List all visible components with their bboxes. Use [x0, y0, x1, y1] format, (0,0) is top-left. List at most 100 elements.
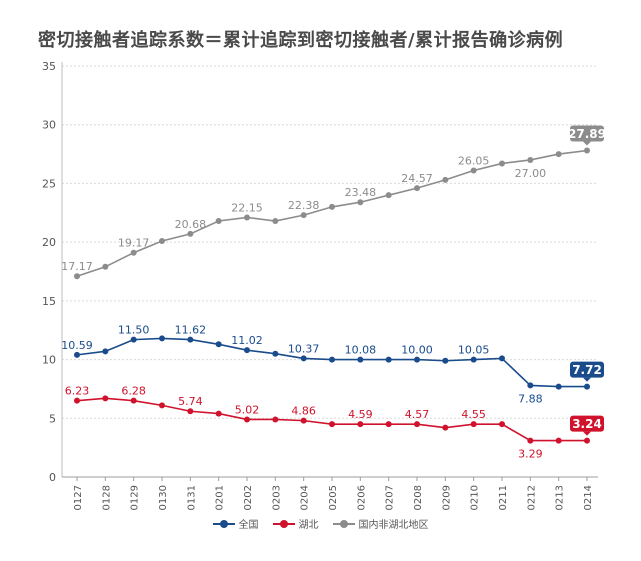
data-point-national	[300, 355, 307, 362]
data-point-national	[215, 341, 222, 348]
x-tick-label: 0203	[271, 485, 282, 510]
x-tick-label: 0128	[101, 485, 112, 510]
data-point-hubei	[130, 397, 137, 404]
data-point-hubei	[414, 421, 420, 428]
data-point-hubei	[272, 416, 279, 423]
data-point-national	[442, 357, 449, 364]
data-label-non-hubei: 26.05	[458, 155, 490, 168]
data-label-non-hubei: 20.68	[175, 218, 207, 231]
data-point-non-hubei	[187, 230, 194, 237]
end-badge-hubei	[570, 415, 604, 432]
x-tick-label: 0207	[385, 485, 396, 510]
data-point-hubei	[527, 437, 534, 444]
legend-item-non-hubei[interactable]: 国内非湖北地区	[332, 516, 429, 531]
data-label-non-hubei: 22.38	[288, 199, 320, 212]
x-tick-label: 0204	[300, 485, 311, 510]
data-point-hubei	[74, 397, 80, 404]
data-label-hubei: 6.23	[65, 385, 90, 398]
data-point-non-hubei	[130, 249, 137, 256]
data-point-hubei	[102, 395, 109, 402]
data-point-hubei	[159, 402, 165, 409]
y-tick-label: 10	[42, 354, 56, 367]
data-point-non-hubei	[215, 218, 222, 225]
data-point-national	[130, 336, 137, 343]
data-label-non-hubei: 17.17	[61, 260, 93, 273]
end-badge-label-hubei: 3.24	[572, 417, 602, 431]
x-tick-label: 0206	[356, 485, 367, 510]
legend: 全国 湖北 国内非湖北地区	[0, 516, 641, 531]
legend-item-national[interactable]: 全国	[212, 516, 259, 531]
x-tick-label: 0214	[583, 485, 594, 510]
data-label-hubei: 4.57	[405, 408, 430, 421]
data-label-non-hubei: 22.15	[231, 201, 263, 214]
data-label-national: 7.88	[518, 392, 543, 405]
end-badge-label-non-hubei: 27.89	[568, 127, 606, 141]
series-line-non-hubei	[76, 149, 588, 277]
data-point-national	[470, 356, 477, 363]
data-point-national	[357, 356, 364, 363]
data-point-non-hubei	[555, 151, 562, 158]
data-point-non-hubei	[300, 212, 307, 219]
x-tick-label: 0202	[243, 485, 254, 510]
data-label-hubei: 6.28	[121, 385, 146, 398]
data-point-national	[527, 382, 534, 389]
x-tick-label: 0131	[186, 485, 197, 510]
data-label-non-hubei: 19.17	[118, 237, 150, 250]
x-tick-label: 0130	[158, 485, 169, 510]
x-tick-label: 0209	[441, 485, 452, 510]
data-label-hubei: 5.74	[178, 395, 203, 408]
data-label-national: 11.50	[118, 324, 150, 337]
data-point-non-hubei	[584, 147, 590, 154]
legend-item-hubei[interactable]: 湖北	[272, 516, 319, 531]
data-point-national	[159, 335, 165, 342]
data-point-national	[244, 347, 250, 354]
data-label-non-hubei: 24.57	[401, 172, 433, 185]
data-label-hubei: 4.55	[461, 408, 486, 421]
legend-label-hubei: 湖北	[298, 520, 319, 531]
data-label-national: 10.59	[61, 339, 93, 352]
x-tick-label: 0127	[73, 485, 84, 510]
data-point-non-hubei	[74, 273, 80, 280]
data-point-hubei	[215, 410, 222, 417]
y-tick-label: 5	[49, 412, 56, 425]
x-tick-label: 0213	[555, 485, 566, 510]
data-point-non-hubei	[527, 156, 534, 163]
y-tick-label: 35	[42, 60, 56, 73]
data-point-hubei	[187, 408, 194, 415]
data-point-national	[74, 351, 80, 358]
end-badge-pointer-non-hubei	[583, 141, 591, 146]
data-label-national: 11.02	[231, 334, 263, 347]
legend-swatch-non-hubei	[332, 519, 355, 529]
data-point-hubei	[329, 421, 335, 428]
data-label-hubei: 4.86	[291, 405, 316, 418]
data-point-hubei	[555, 437, 562, 444]
data-point-hubei	[357, 421, 364, 428]
data-point-non-hubei	[385, 192, 392, 199]
y-tick-label: 0	[49, 471, 56, 484]
end-badge-label-national: 7.72	[572, 363, 602, 377]
end-badge-pointer-hubei	[583, 431, 591, 436]
data-label-hubei: 4.59	[348, 408, 373, 421]
y-tick-label: 25	[42, 177, 56, 190]
data-label-national: 10.37	[288, 342, 320, 355]
end-badge-national	[570, 361, 604, 378]
legend-swatch-national	[212, 519, 235, 529]
data-point-hubei	[244, 416, 250, 423]
data-point-national	[555, 383, 562, 390]
data-point-national	[102, 348, 109, 355]
legend-swatch-hubei	[272, 519, 295, 529]
data-label-hubei: 3.29	[518, 448, 543, 461]
data-point-non-hubei	[414, 185, 420, 192]
data-point-national	[584, 383, 590, 390]
data-point-non-hubei	[499, 160, 505, 167]
data-point-hubei	[499, 421, 505, 428]
x-tick-label: 0208	[413, 485, 424, 510]
data-point-hubei	[584, 437, 590, 444]
x-tick-label: 0129	[130, 485, 141, 510]
series-line-hubei	[76, 397, 587, 442]
y-tick-label: 15	[42, 295, 56, 308]
x-tick-label: 0201	[215, 485, 226, 510]
data-point-hubei	[442, 424, 449, 431]
data-point-non-hubei	[357, 199, 364, 206]
